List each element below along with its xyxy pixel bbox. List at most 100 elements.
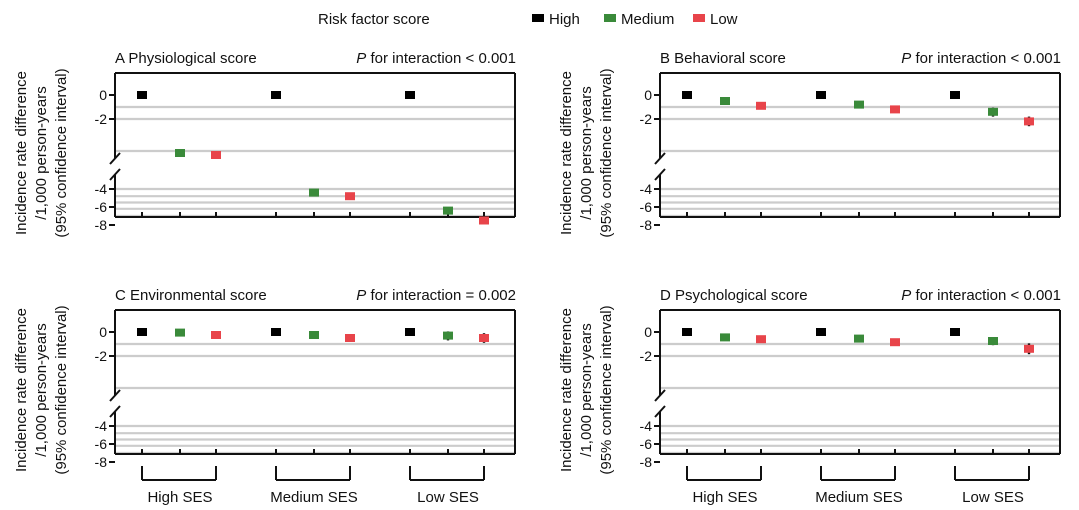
y-tick-label: 0 [99, 324, 107, 340]
axis-break-mark [654, 152, 666, 165]
interaction-text: P for interaction = 0.002 [356, 287, 516, 304]
legend-swatch-medium [604, 14, 616, 22]
point-low [345, 192, 355, 201]
panel-d: D Psychological score P for interaction <… [558, 287, 1061, 506]
point-high [816, 91, 826, 99]
point-medium [988, 337, 998, 345]
category-bracket: Low SES [409, 466, 485, 506]
point-high [271, 328, 281, 336]
point-low [756, 101, 766, 110]
category-bracket: Medium SES [270, 466, 358, 506]
y-tick-label: -8 [95, 454, 108, 470]
y-tick-label: -2 [95, 111, 108, 127]
panel-a: A Physiological score P for interaction <… [13, 50, 516, 238]
y-tick-label: -4 [95, 181, 108, 197]
legend-title: Risk factor score [318, 11, 430, 28]
panel-c: C Environmental score P for interaction =… [13, 287, 516, 506]
y-tick-label: 0 [644, 87, 652, 103]
point-high [137, 328, 147, 336]
point-low [756, 335, 766, 344]
point-medium [720, 97, 730, 105]
p-symbol: P [356, 287, 366, 304]
interaction-value: for interaction < 0.001 [911, 50, 1061, 67]
category-bracket: Medium SES [815, 466, 903, 506]
category-bracket: High SES [141, 466, 217, 506]
panel-b: B Behavioral score P for interaction < 0.… [558, 50, 1061, 238]
y-axis-label-line: /1,000 person-years [578, 323, 595, 456]
y-tick-label: -4 [640, 181, 653, 197]
point-low [1024, 344, 1034, 353]
y-axis-label-line: (95% confidence interval) [598, 68, 615, 237]
y-tick-label: -2 [640, 348, 653, 364]
y-axis-label-line: Incidence rate difference [558, 71, 575, 235]
point-medium [309, 188, 319, 197]
point-medium [309, 331, 319, 339]
category-bracket: Low SES [954, 466, 1030, 506]
interaction-text: P for interaction < 0.001 [901, 287, 1061, 304]
point-medium [720, 333, 730, 342]
axis-break-mark [654, 168, 666, 181]
point-medium [854, 334, 864, 343]
panel-title: A Physiological score [115, 50, 257, 67]
point-high [816, 328, 826, 336]
y-axis-label-line: /1,000 person-years [33, 323, 50, 456]
y-axis-label-line: Incidence rate difference [13, 71, 30, 235]
p-symbol: P [901, 50, 911, 67]
legend-label-low: Low [710, 11, 738, 28]
y-axis-label-line: (95% confidence interval) [598, 305, 615, 474]
point-medium [854, 100, 864, 109]
axis-break-mark [109, 405, 121, 418]
axis-break-mark [654, 389, 666, 402]
category-label: Medium SES [270, 489, 358, 506]
category-label: Low SES [417, 489, 479, 506]
y-axis-label-line: (95% confidence interval) [53, 68, 70, 237]
y-tick-label: -2 [95, 348, 108, 364]
panels: A Physiological score P for interaction <… [13, 50, 1061, 506]
y-axis-label-line: Incidence rate difference [558, 308, 575, 472]
y-tick-label: -4 [95, 418, 108, 434]
y-tick-label: -4 [640, 418, 653, 434]
legend-swatch-low [693, 14, 705, 22]
y-axis-label-line: (95% confidence interval) [53, 305, 70, 474]
point-low [211, 151, 221, 159]
y-tick-label: -2 [640, 111, 653, 127]
y-tick-label: -6 [640, 199, 653, 215]
axis-break-mark [109, 168, 121, 181]
point-medium [443, 206, 453, 215]
y-tick-label: -6 [95, 436, 108, 452]
y-tick-label: -8 [640, 454, 653, 470]
interaction-value: for interaction = 0.002 [366, 287, 516, 304]
category-bracket: High SES [686, 466, 762, 506]
point-low [1024, 117, 1034, 126]
y-axis-label-line: /1,000 person-years [578, 86, 595, 219]
interaction-text: P for interaction < 0.001 [901, 50, 1061, 67]
panel-title: B Behavioral score [660, 50, 786, 67]
point-low [479, 334, 489, 342]
y-tick-label: 0 [99, 87, 107, 103]
p-symbol: P [356, 50, 366, 67]
point-high [950, 91, 960, 99]
point-low [890, 338, 900, 347]
y-tick-label: -8 [95, 217, 108, 233]
point-high [682, 328, 692, 336]
legend-label-medium: Medium [621, 11, 674, 28]
y-axis-label: Incidence rate difference/1,000 person-y… [13, 305, 70, 474]
point-medium [175, 149, 185, 157]
point-low [479, 216, 489, 225]
y-tick-label: -8 [640, 217, 653, 233]
category-label: High SES [147, 489, 212, 506]
y-tick-label: -6 [95, 199, 108, 215]
y-axis-label-line: Incidence rate difference [13, 308, 30, 472]
point-low [345, 334, 355, 342]
interaction-value: for interaction < 0.001 [911, 287, 1061, 304]
legend-label-high: High [549, 11, 580, 28]
axis-break-mark [109, 152, 121, 165]
y-axis-label: Incidence rate difference/1,000 person-y… [558, 68, 615, 237]
panel-title: C Environmental score [115, 287, 267, 304]
point-high [405, 91, 415, 99]
axis-break-mark [109, 389, 121, 402]
point-high [405, 328, 415, 336]
interaction-text: P for interaction < 0.001 [356, 50, 516, 67]
y-axis-label: Incidence rate difference/1,000 person-y… [13, 68, 70, 237]
